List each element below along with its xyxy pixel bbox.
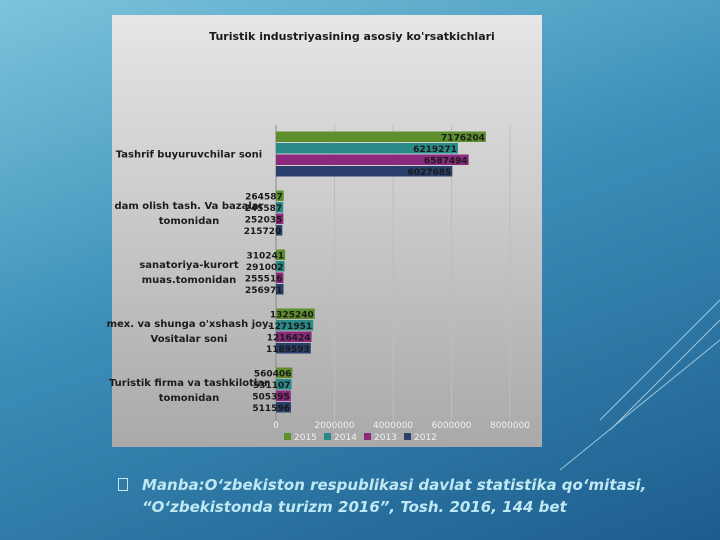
data-label: 6027685 bbox=[407, 168, 451, 178]
data-label: 310241 bbox=[246, 251, 284, 261]
x-tick-label: 2000000 bbox=[314, 421, 354, 431]
category-label: Tashrif buyuruvchilar soni bbox=[115, 149, 263, 160]
bar bbox=[276, 225, 283, 236]
legend-swatch bbox=[284, 433, 291, 440]
bar bbox=[276, 166, 453, 177]
bar bbox=[276, 202, 284, 213]
data-label: 252035 bbox=[245, 215, 283, 225]
data-label: 560406 bbox=[254, 369, 292, 379]
data-label: 264587 bbox=[245, 192, 283, 202]
data-label: 6587494 bbox=[424, 156, 468, 166]
category-label: sanatoriya-kurort muas.tomonidan bbox=[139, 259, 239, 286]
x-tick-label: 4000000 bbox=[373, 421, 413, 431]
x-tick-label: 0 bbox=[273, 421, 279, 431]
bar bbox=[276, 284, 284, 295]
x-tick-label: 6000000 bbox=[431, 421, 471, 431]
bar bbox=[276, 261, 285, 272]
bar bbox=[276, 367, 293, 378]
bar bbox=[276, 320, 314, 331]
bar bbox=[276, 308, 315, 319]
data-label: 245587 bbox=[245, 204, 283, 214]
data-label: 6219271 bbox=[413, 145, 457, 155]
data-label: 1325240 bbox=[270, 310, 314, 320]
legend-label: 2015 bbox=[294, 433, 317, 443]
bar bbox=[276, 143, 458, 154]
bar bbox=[276, 154, 469, 165]
source: Manba:O‘zbekiston respublikasi davlat st… bbox=[142, 476, 647, 516]
data-label: 7176204 bbox=[441, 133, 485, 143]
legend-label: 2012 bbox=[414, 433, 437, 443]
bar bbox=[276, 190, 284, 201]
category-label: Turistik firma va tashkilotlar tomonidan bbox=[108, 377, 270, 404]
data-label: 1216424 bbox=[267, 333, 311, 343]
legend-label: 2013 bbox=[374, 433, 397, 443]
bar bbox=[276, 379, 292, 390]
decor bbox=[559, 299, 720, 471]
data-label: 291002 bbox=[246, 263, 284, 273]
legend-swatch bbox=[404, 433, 411, 440]
legend-swatch bbox=[364, 433, 371, 440]
bullet bbox=[118, 478, 128, 491]
bar bbox=[276, 390, 291, 401]
category-label: mex. va shunga o'xshash joy. Vositalar s… bbox=[106, 318, 272, 345]
x-tick-label: 8000000 bbox=[490, 421, 530, 431]
bar bbox=[276, 131, 486, 142]
data-label: 1271951 bbox=[268, 322, 312, 332]
category-label: dam olish tash. Va bazalar tomonidan bbox=[114, 200, 264, 227]
data-label: 256971 bbox=[245, 286, 283, 296]
data-label: 531107 bbox=[253, 381, 291, 391]
legend-swatch bbox=[324, 433, 331, 440]
data-label: 511596 bbox=[252, 404, 290, 414]
chart-title: Turistik industriyasining asosiy ko'rsat… bbox=[209, 30, 495, 43]
data-label: 1189593 bbox=[266, 345, 310, 355]
bar bbox=[276, 272, 284, 283]
bar bbox=[276, 343, 311, 354]
chart-area bbox=[112, 15, 542, 447]
bar bbox=[276, 213, 284, 224]
bar bbox=[276, 249, 286, 260]
bar bbox=[276, 331, 312, 342]
data-label: 255516 bbox=[245, 274, 283, 284]
data-label: 505395 bbox=[252, 392, 290, 402]
data-label: 215720 bbox=[244, 227, 282, 237]
legend-label: 2014 bbox=[334, 433, 357, 443]
bar bbox=[276, 402, 291, 413]
